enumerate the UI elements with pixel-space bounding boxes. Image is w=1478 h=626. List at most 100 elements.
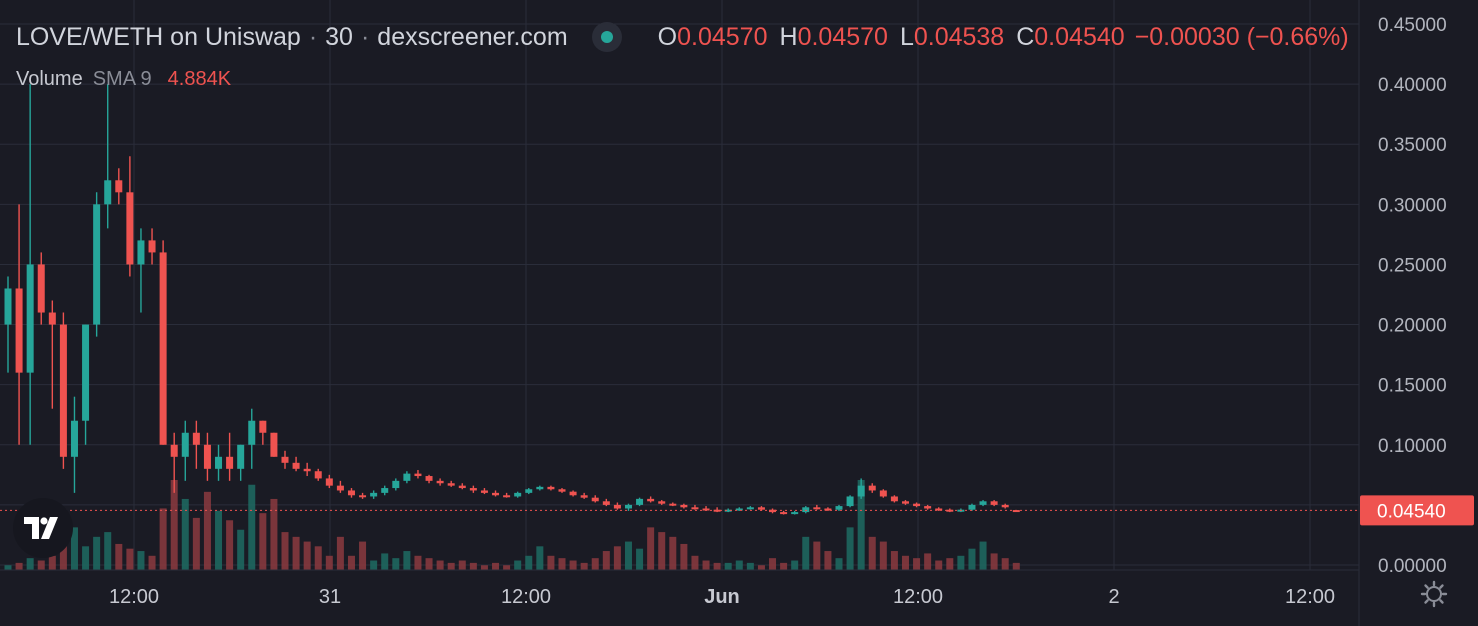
- volume-bar: [48, 555, 56, 570]
- candle-body: [724, 509, 732, 512]
- candle-body: [82, 324, 90, 421]
- sma-label: SMA 9: [92, 68, 152, 90]
- gear-icon[interactable]: [1420, 580, 1448, 608]
- price-tick-label: 0.10000: [1378, 436, 1447, 457]
- interval-label[interactable]: 30: [325, 22, 353, 51]
- volume-bar: [314, 546, 322, 570]
- volume-bar: [170, 480, 178, 570]
- candle-body: [458, 485, 466, 489]
- volume-bar: [292, 536, 300, 570]
- candle-body: [558, 489, 566, 492]
- volume-label: Volume: [16, 68, 83, 90]
- volume-bar: [647, 527, 655, 570]
- volume-bar: [336, 536, 344, 570]
- candle-body: [702, 508, 710, 511]
- candle-body: [990, 501, 998, 505]
- volume-bar: [359, 541, 367, 570]
- candle-body: [647, 498, 655, 502]
- volume-bar: [82, 546, 90, 570]
- time-tick-label: 2: [1108, 586, 1119, 608]
- volume-bar: [458, 560, 466, 570]
- volume-bar: [613, 546, 621, 570]
- candle-body: [968, 504, 976, 510]
- candle-body: [636, 498, 644, 505]
- volume-bar: [580, 562, 588, 570]
- volume-bar: [757, 565, 765, 570]
- candle-body: [536, 486, 544, 490]
- market-status-indicator[interactable]: [591, 22, 622, 52]
- candle-body: [624, 504, 632, 509]
- time-tick-label: 12:00: [109, 586, 159, 608]
- volume-bar: [990, 553, 998, 570]
- price-tick-label: 0.00000: [1378, 556, 1447, 577]
- candle-body: [569, 491, 577, 496]
- volume-bar: [713, 562, 721, 570]
- volume-bar: [746, 562, 754, 570]
- candle-body: [59, 324, 67, 457]
- volume-bar: [536, 546, 544, 570]
- volume-bar: [447, 562, 455, 570]
- time-tick-label: Jun: [704, 586, 740, 608]
- candle-body: [325, 478, 333, 486]
- volume-bar: [636, 548, 644, 570]
- volume-bar: [270, 498, 278, 570]
- candle-body: [492, 492, 500, 496]
- volume-bar: [924, 553, 932, 570]
- candle-body: [813, 507, 821, 510]
- volume-bars: [4, 480, 1020, 570]
- high-value: 0.04570: [797, 22, 888, 51]
- candle-body: [746, 507, 754, 510]
- candle-body: [913, 503, 921, 507]
- time-tick-label: 12:00: [1285, 586, 1335, 608]
- candle-body: [203, 444, 211, 469]
- candle-body: [514, 492, 522, 497]
- last-price-tag: 0.04540: [1360, 495, 1474, 526]
- volume-bar: [1012, 562, 1020, 570]
- volume-bar: [192, 517, 200, 570]
- candle-body: [680, 504, 688, 508]
- candle-body: [602, 501, 610, 505]
- volume-bar: [414, 555, 422, 570]
- volume-bar: [248, 484, 256, 570]
- candle-body: [669, 503, 677, 506]
- separator: ·: [308, 22, 318, 51]
- volume-bar: [558, 558, 566, 570]
- candle-body: [4, 288, 12, 325]
- sma-value: 4.884K: [167, 68, 232, 90]
- candle-body: [192, 432, 200, 445]
- volume-bar: [813, 541, 821, 570]
- price-tick-label: 0.45000: [1378, 15, 1447, 36]
- volume-bar: [215, 510, 223, 570]
- candle-body: [580, 495, 588, 498]
- candle-body: [824, 508, 832, 511]
- volume-bar: [857, 480, 865, 570]
- candle-body: [70, 420, 78, 457]
- volume-bar: [957, 555, 965, 570]
- volume-bar: [347, 555, 355, 570]
- tradingview-logo-icon[interactable]: [13, 498, 73, 558]
- time-axis: 12:00 31 12:00 Jun 12:00 2 12:00: [109, 586, 1335, 608]
- volume-bar: [93, 536, 101, 570]
- candle-body: [901, 501, 909, 504]
- candle-body: [414, 473, 422, 477]
- candle-body: [713, 509, 721, 512]
- candle-body: [359, 495, 367, 498]
- candle-body: [292, 462, 300, 469]
- candle-body: [946, 509, 954, 512]
- candle-body: [181, 432, 189, 457]
- price-tag-background: [1360, 495, 1474, 526]
- candle-body: [93, 204, 101, 325]
- volume-bar: [868, 536, 876, 570]
- volume-bar: [26, 558, 34, 570]
- separator: ·: [360, 22, 370, 51]
- volume-bar: [879, 541, 887, 570]
- candle-body: [791, 512, 799, 515]
- volume-bar: [846, 527, 854, 570]
- candle-body: [314, 471, 322, 479]
- candle-body: [735, 508, 743, 511]
- volume-bar: [669, 536, 677, 570]
- volume-bar: [624, 541, 632, 570]
- volume-bar: [325, 555, 333, 570]
- candle-body: [336, 485, 344, 491]
